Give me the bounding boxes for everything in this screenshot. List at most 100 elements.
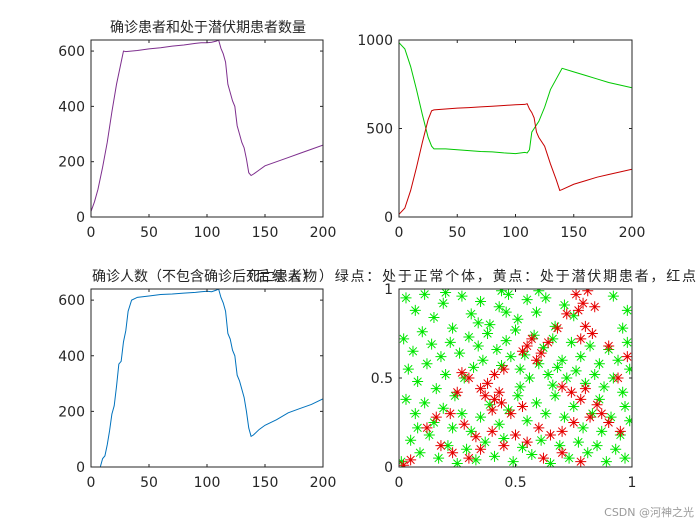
scatter-point-green (496, 360, 508, 372)
scatter-point-red (556, 381, 568, 393)
scatter-point-green (461, 443, 473, 455)
scatter-point-green (470, 454, 482, 466)
scatter-point-green (591, 440, 603, 452)
y-tick-label: 0.5 (371, 371, 393, 387)
scatter-point-red (577, 297, 589, 309)
scatter-point-red (551, 322, 563, 334)
scatter-point-red (561, 308, 573, 320)
scatter-point-green (605, 411, 617, 423)
scatter-point-green (468, 361, 480, 373)
scatter-point-green (416, 326, 428, 338)
y-tick-label: 0 (384, 460, 393, 476)
scatter-point-red (475, 383, 487, 395)
scatter-point-green (544, 457, 556, 467)
scatter-point-red (533, 422, 545, 434)
scatter-point-green (477, 354, 489, 366)
y-tick-label: 0 (76, 460, 85, 476)
scatter-point-red (456, 367, 468, 379)
scatter-point-green (512, 313, 524, 325)
scatter-point-green (503, 289, 515, 300)
scatter-point-green (472, 340, 484, 352)
scatter-point-red (444, 408, 456, 420)
x-tick-label: 0 (395, 225, 404, 241)
scatter-point-red (505, 408, 517, 420)
x-tick-label: 100 (194, 225, 221, 241)
scatter-point-green (593, 358, 605, 370)
scatter-point-green (437, 297, 449, 309)
scatter-point-green (530, 397, 542, 409)
scatter-point-red (489, 368, 501, 380)
scatter-point-green (547, 379, 559, 391)
scatter-point-green (554, 440, 566, 452)
scatter-point-green (575, 351, 587, 363)
scatter-point-green (617, 386, 629, 398)
scatter-point-green (493, 418, 505, 430)
scatter-point-green (519, 349, 531, 361)
scatter-point-green (512, 390, 524, 402)
scatter-point-red (489, 393, 501, 405)
scatter-point-green (558, 299, 570, 311)
y-tick-label: 400 (58, 349, 85, 365)
scatter-point-green (619, 400, 631, 412)
scatter-point-green (503, 404, 515, 416)
scatter-point-green (568, 310, 580, 322)
chart-bottom-left: 0 50 100 150 200 0 200 400 600 确诊人数（不包含确诊后死亡患者） (58, 269, 336, 491)
scatter-point-red (526, 333, 538, 345)
scatter-point-green (496, 289, 508, 297)
scatter-point-green (547, 333, 559, 345)
scatter-point-green (435, 351, 447, 363)
data-layer (91, 40, 323, 212)
scatter-point-green (589, 368, 601, 380)
scatter-point-green (399, 456, 407, 467)
scatter-point-red (470, 431, 482, 443)
y-tick-label: 400 (58, 99, 85, 115)
scatter-point-green (412, 376, 424, 388)
scatter-point-green (500, 335, 512, 347)
scatter-point-green (405, 434, 417, 446)
scatter-point-green (484, 319, 496, 331)
chart-title: 确诊患者和处于潜伏期患者数量 (110, 20, 306, 36)
scatter-point-green (451, 457, 463, 467)
scatter-point-green (482, 328, 494, 339)
chart-top-left: 0 50 100 150 200 0 200 400 600 确诊患者和处于潜伏期患者数量 (58, 20, 336, 241)
scatter-point-green (437, 402, 449, 414)
x-tick-label: 1 (628, 475, 637, 491)
chart-top-right: 0 50 100 150 200 0 500 1000 (357, 33, 645, 241)
scatter-point-green (607, 290, 619, 302)
scatter-point-green (510, 324, 521, 336)
plot-area (91, 289, 323, 467)
plot-area (399, 40, 632, 217)
chart-title: 确诊人数（不包含确诊后死亡患者） (92, 269, 316, 285)
scatter-point-red (596, 408, 608, 420)
scatter-point-green (593, 393, 605, 405)
chart-title: （后续人物）绿点：处于正常个体，黄点：处于潜伏期患者，红点 (240, 268, 696, 285)
scatter-point-red (621, 351, 632, 363)
scatter-point-green (400, 292, 412, 304)
scatter-point-green (428, 417, 440, 428)
scatter-point-green (577, 422, 589, 434)
scatter-point-red (589, 301, 601, 313)
scatter-point-red (537, 452, 549, 464)
scatter-point-green (409, 304, 421, 316)
scatter-point-green (444, 336, 456, 348)
scatter-point-green (472, 317, 484, 329)
scatter-point-green (440, 289, 452, 299)
scatter-point-red (582, 289, 594, 297)
scatter-point-green (507, 456, 519, 467)
scatter-point-red (451, 386, 463, 398)
scatter-point-green (456, 408, 468, 420)
scatter-point-green (565, 336, 577, 348)
scatter-point-green (596, 425, 608, 437)
scatter-point-green (535, 434, 547, 446)
scatter-point-red (498, 440, 510, 452)
y-tick-label: 500 (366, 122, 393, 138)
scatter-point-green (516, 441, 528, 453)
scatter-point-red (614, 425, 626, 437)
x-tick-label: 100 (502, 225, 529, 241)
scatter-point-green (558, 411, 570, 423)
scatter-point-red (544, 429, 556, 441)
scatter-point-green (619, 452, 631, 464)
y-tick-label: 200 (58, 404, 85, 420)
y-tick-label: 0 (384, 210, 393, 226)
